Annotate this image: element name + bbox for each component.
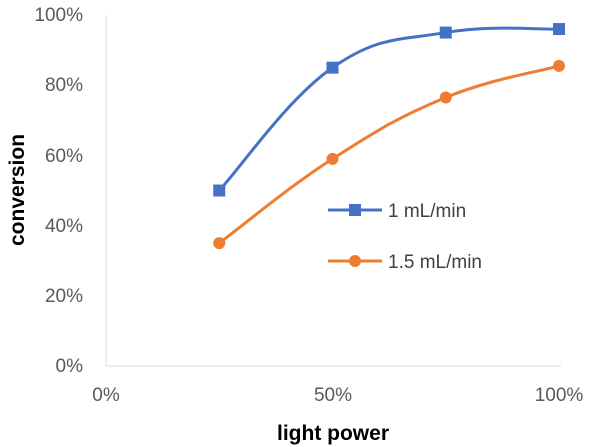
data-point-1-5-ml-min [553,59,565,72]
data-point-1-ml-min [439,26,452,39]
legend-label-1-ml-min: 1 mL/min [388,201,466,222]
series-layer [213,23,565,250]
y-tick-label: 80% [45,75,83,96]
data-point-1-ml-min [553,23,565,36]
legend: 1 mL/min 1.5 mL/min [328,201,482,273]
x-tick-label: 100% [535,385,584,406]
y-tick-label: 20% [45,286,83,307]
data-point-1-5-ml-min [213,237,226,250]
y-tick-label: 40% [45,216,83,237]
data-point-1-5-ml-min [326,152,339,165]
y-tick-labels: 0% 20% 40% 60% 80% 100% [34,5,83,377]
x-tick-label: 50% [314,385,352,406]
legend-label-1-5-ml-min: 1.5 mL/min [388,252,482,273]
series-line-1-5-ml-min [217,64,561,245]
legend-marker-1-5-ml-min [349,255,361,267]
data-point-1-ml-min [213,184,226,197]
x-tick-label: 0% [92,385,120,406]
x-tick-labels: 0% 50% 100% [92,385,583,406]
y-tick-label: 100% [34,5,83,26]
x-axis-title: light power [277,422,389,445]
y-tick-label: 0% [56,356,84,377]
legend-marker-1-ml-min [349,204,361,216]
series-line-1-ml-min [217,26,561,192]
y-axis-title: conversion [6,134,29,246]
y-tick-label: 60% [45,146,83,167]
data-point-1-5-ml-min [439,91,452,104]
data-point-1-ml-min [326,61,339,74]
